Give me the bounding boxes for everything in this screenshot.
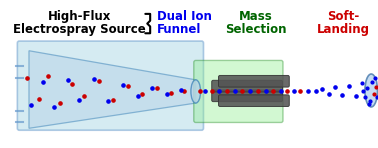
FancyBboxPatch shape bbox=[194, 60, 283, 123]
Text: Funnel: Funnel bbox=[157, 23, 201, 36]
Text: Landing: Landing bbox=[317, 23, 370, 36]
Text: Selection: Selection bbox=[225, 23, 287, 36]
Ellipse shape bbox=[365, 74, 378, 107]
Text: Electrospray Source: Electrospray Source bbox=[13, 23, 146, 36]
Ellipse shape bbox=[191, 80, 201, 103]
FancyBboxPatch shape bbox=[218, 95, 289, 106]
FancyBboxPatch shape bbox=[212, 90, 282, 102]
Text: Mass: Mass bbox=[239, 10, 273, 23]
Text: High-Flux: High-Flux bbox=[48, 10, 111, 23]
FancyBboxPatch shape bbox=[212, 80, 282, 92]
Text: Soft-: Soft- bbox=[327, 10, 359, 23]
FancyBboxPatch shape bbox=[17, 41, 203, 130]
Text: Dual Ion: Dual Ion bbox=[157, 10, 212, 23]
Polygon shape bbox=[29, 51, 196, 128]
FancyBboxPatch shape bbox=[218, 75, 289, 87]
